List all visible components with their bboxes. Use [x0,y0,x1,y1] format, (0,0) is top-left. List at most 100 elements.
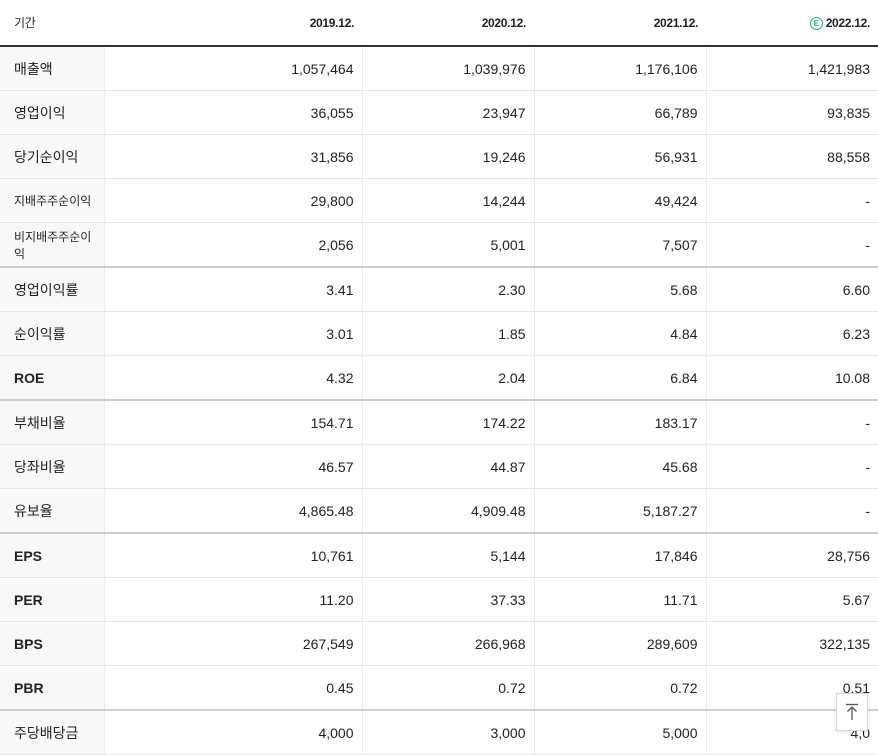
cell-value: 31,856 [103,134,362,179]
cell-value: - [705,444,878,489]
cell-value: 154.71 [103,399,362,445]
row-label: 매출액 [0,46,104,91]
cell-value: 267,549 [103,621,362,666]
table-row: 당기순이익 31,856 19,246 56,931 88,558 [0,134,878,179]
cell-value: 44.87 [361,444,534,489]
cell-value: 23,947 [361,90,534,135]
row-label: 영업이익률 [0,266,104,312]
cell-value: 6.84 [533,355,706,401]
arrow-up-icon [846,703,858,720]
cell-value: 1,057,464 [103,46,362,91]
cell-value: 10.08 [705,355,878,401]
table-row: 영업이익 36,055 23,947 66,789 93,835 [0,90,878,135]
row-label: PER [0,577,104,622]
cell-value: 3.01 [103,311,362,356]
table-row: BPS 267,549 266,968 289,609 322,135 [0,621,878,666]
cell-value: 266,968 [361,621,534,666]
cell-value: 2.30 [361,266,534,312]
table-row: 당좌비율 46.57 44.87 45.68 - [0,444,878,489]
cell-value: - [705,178,878,223]
cell-value: 3.41 [103,266,362,312]
cell-value: - [705,488,878,534]
row-label: 당기순이익 [0,134,104,179]
cell-value: 5.67 [705,577,878,622]
cell-value: 45.68 [533,444,706,489]
row-label: 지배주주순이익 [0,178,104,223]
cell-value: 322,135 [705,621,878,666]
row-label: BPS [0,621,104,666]
cell-value: 2,056 [103,222,362,268]
table-row: PER 11.20 37.33 11.71 5.67 [0,577,878,622]
cell-value: 49,424 [533,178,706,223]
row-label: 영업이익 [0,90,104,135]
cell-value: 174.22 [361,399,534,445]
row-label: 비지배주주순이익 [0,222,104,268]
cell-value: 36,055 [103,90,362,135]
cell-value: 29,800 [103,178,362,223]
cell-value: 1,421,983 [705,46,878,91]
cell-value: - [705,222,878,268]
year-header-2019: 2019.12. [104,0,362,47]
cell-value: 4,000 [103,709,362,755]
cell-value: 5.68 [533,266,706,312]
cell-value: 1.85 [361,311,534,356]
table-row: 주당배당금 4,000 3,000 5,000 4,0 [0,709,878,755]
cell-value: 10,761 [103,532,362,578]
cell-value: 11.71 [533,577,706,622]
cell-value: 4.32 [103,355,362,401]
table-row: 지배주주순이익 29,800 14,244 49,424 - [0,178,878,223]
cell-value: 56,931 [533,134,706,179]
cell-value: 4,865.48 [103,488,362,534]
year-label-2022: 2022.12. [825,15,871,30]
year-header-2020: 2020.12. [362,0,534,47]
cell-value: 4,909.48 [361,488,534,534]
cell-value: 0.45 [103,665,362,711]
cell-value: 5,000 [533,709,706,755]
table-row: 영업이익률 3.41 2.30 5.68 6.60 [0,266,878,312]
cell-value: 183.17 [533,399,706,445]
cell-value: 66,789 [533,90,706,135]
cell-value: 17,846 [533,532,706,578]
row-label: ROE [0,355,104,401]
table-row: 부채비율 154.71 174.22 183.17 - [0,399,878,445]
table-row: 순이익률 3.01 1.85 4.84 6.23 [0,311,878,356]
cell-value: 28,756 [705,532,878,578]
cell-value: 14,244 [361,178,534,223]
cell-value: 289,609 [533,621,706,666]
row-label: 주당배당금 [0,709,104,755]
table-row: 비지배주주순이익 2,056 5,001 7,507 - [0,222,878,268]
table-row: 유보율 4,865.48 4,909.48 5,187.27 - [0,488,878,534]
scroll-to-top-button[interactable] [836,693,868,731]
cell-value: 5,187.27 [533,488,706,534]
row-label: 부채비율 [0,399,104,445]
cell-value: 7,507 [533,222,706,268]
cell-value: 3,000 [361,709,534,755]
table-row: ROE 4.32 2.04 6.84 10.08 [0,355,878,401]
year-header-2021: 2021.12. [534,0,706,47]
row-label: 유보율 [0,488,104,534]
cell-value: 0.72 [533,665,706,711]
cell-value: 6.60 [705,266,878,312]
row-label: 당좌비율 [0,444,104,489]
cell-value: 6.23 [705,311,878,356]
table-row: 매출액 1,057,464 1,039,976 1,176,106 1,421,… [0,46,878,91]
header-row: 기간 2019.12. 2020.12. 2021.12. E 2022.12. [0,0,878,47]
cell-value: - [705,399,878,445]
cell-value: 1,176,106 [533,46,706,91]
cell-value: 5,001 [361,222,534,268]
year-header-2022-estimate: E 2022.12. [706,0,878,47]
cell-value: 88,558 [705,134,878,179]
cell-value: 1,039,976 [361,46,534,91]
row-label: PBR [0,665,104,711]
estimate-badge-icon: E [809,16,823,30]
cell-value: 5,144 [361,532,534,578]
cell-value: 46.57 [103,444,362,489]
cell-value: 93,835 [705,90,878,135]
cell-value: 19,246 [361,134,534,179]
period-header: 기간 [0,0,104,47]
table-row: PBR 0.45 0.72 0.72 0.51 [0,665,878,711]
cell-value: 2.04 [361,355,534,401]
cell-value: 37.33 [361,577,534,622]
row-label: 순이익률 [0,311,104,356]
